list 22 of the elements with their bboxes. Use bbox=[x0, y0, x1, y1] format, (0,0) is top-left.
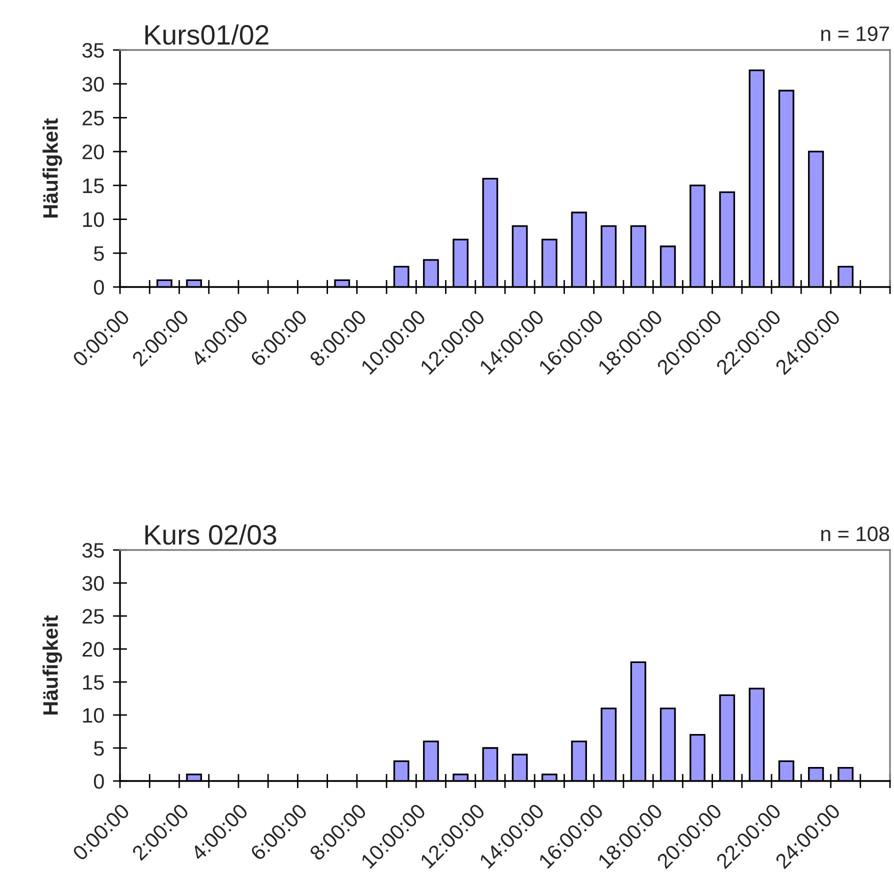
y-tick-label: 15 bbox=[83, 675, 104, 690]
y-axis-title: Häufigkeit bbox=[42, 118, 62, 218]
y-tick-label: 35 bbox=[82, 43, 104, 58]
y-tick-label: 30 bbox=[82, 576, 104, 591]
y-tick-label: 15 bbox=[83, 178, 104, 194]
y-tick-label: 10 bbox=[83, 212, 104, 228]
y-tick-label: 5 bbox=[94, 741, 104, 756]
y-tick-label: 35 bbox=[82, 543, 104, 558]
y-tick-label: 10 bbox=[83, 708, 104, 723]
chart-title: Kurs 02/03 bbox=[145, 524, 276, 545]
y-tick-label: 5 bbox=[94, 246, 104, 261]
y-tick-label: 0 bbox=[94, 774, 104, 789]
chart-title: Kurs01/02 bbox=[145, 24, 268, 45]
y-tick-label: 25 bbox=[82, 609, 104, 624]
text: n = 197 bbox=[821, 26, 889, 42]
y-tick-label: 0 bbox=[94, 280, 104, 295]
y-tick-label: 25 bbox=[82, 110, 104, 126]
y-axis-title: Häufigkeit bbox=[42, 615, 62, 714]
y-tick-label: 20 bbox=[82, 642, 104, 657]
text: n = 108 bbox=[821, 526, 890, 542]
y-tick-label: 30 bbox=[82, 76, 104, 92]
y-tick-label: 20 bbox=[82, 144, 104, 160]
